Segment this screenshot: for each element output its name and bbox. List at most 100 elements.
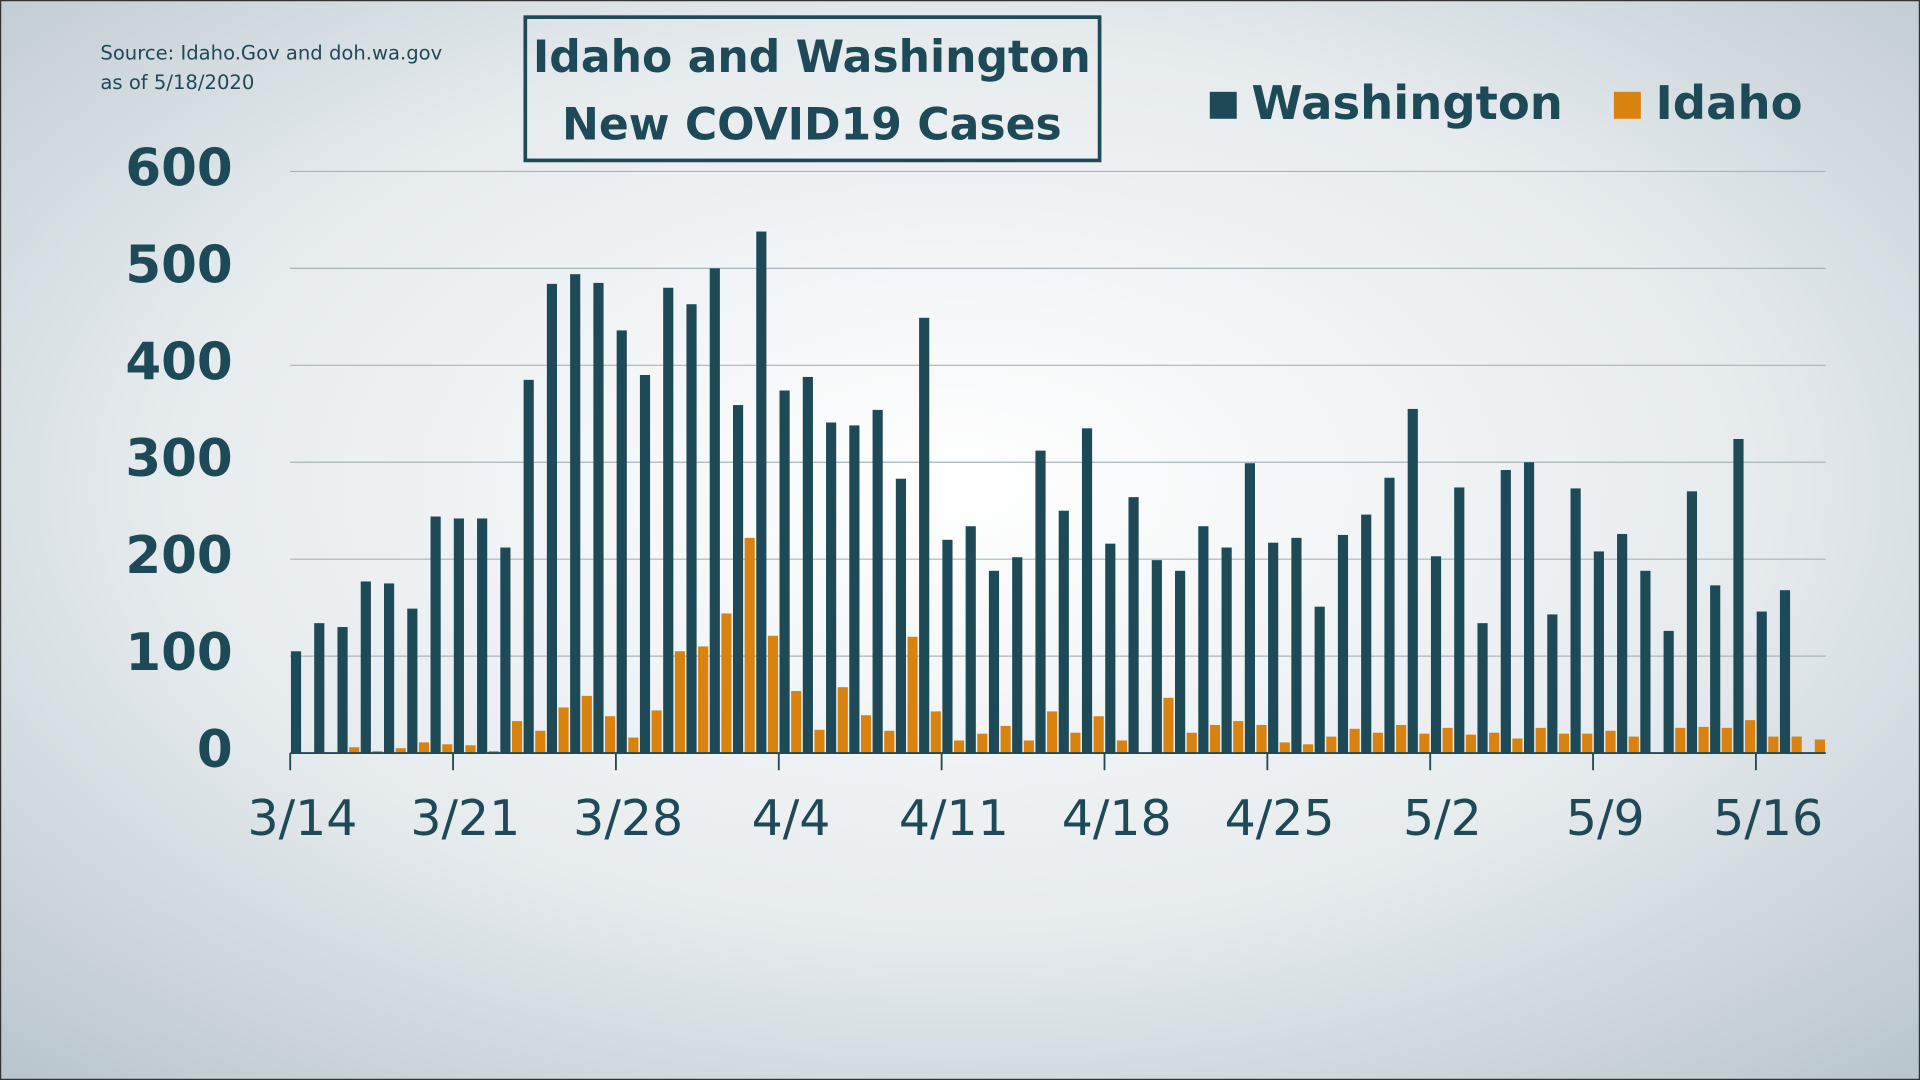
bar (453, 518, 464, 754)
bar (511, 721, 523, 754)
bar (1105, 543, 1116, 754)
bar (430, 516, 441, 754)
bar (1372, 732, 1383, 754)
bar (337, 627, 348, 754)
bar (1605, 730, 1616, 754)
bar (1302, 744, 1314, 754)
bar (1814, 739, 1825, 754)
bar (360, 581, 371, 754)
bar (1582, 733, 1593, 754)
bar (1035, 450, 1046, 754)
bar (314, 623, 325, 754)
bar (1268, 542, 1279, 754)
bar (1128, 497, 1139, 754)
bar (872, 409, 883, 754)
bar (1023, 740, 1034, 754)
y-tick-label: 400 (125, 332, 232, 392)
x-tick-label: 5/16 (1713, 790, 1823, 847)
bar (663, 287, 674, 754)
bar (698, 646, 709, 754)
bar (895, 478, 906, 754)
bar (407, 608, 418, 754)
bar (1535, 727, 1546, 754)
bar (628, 737, 639, 754)
bar (1698, 726, 1709, 754)
x-tick-label: 5/9 (1566, 790, 1645, 847)
bar (1756, 611, 1767, 754)
bar (1384, 477, 1395, 754)
bar (651, 710, 662, 754)
bar (605, 716, 616, 754)
legend-swatch (1613, 91, 1641, 119)
bar (709, 268, 720, 754)
bar (837, 687, 848, 754)
bar (732, 405, 744, 754)
chart-title: New COVID19 Cases (562, 99, 1062, 150)
bar (1779, 590, 1791, 754)
bar (1175, 570, 1186, 754)
bar (1617, 533, 1628, 754)
bar (465, 745, 476, 754)
bar (290, 651, 302, 754)
chart-title: Idaho and Washington (533, 32, 1091, 83)
y-tick-label: 500 (125, 235, 232, 295)
bar (1070, 732, 1081, 754)
y-tick-label: 0 (197, 720, 233, 780)
bar (1116, 740, 1128, 754)
bar (384, 583, 395, 754)
x-tick-label: 4/11 (899, 790, 1009, 847)
bar (1337, 534, 1349, 754)
bar (1163, 697, 1174, 754)
bar (1407, 408, 1418, 754)
bar (1721, 727, 1732, 754)
bar (1686, 491, 1698, 754)
bar (930, 711, 941, 754)
bar (581, 695, 592, 754)
bar (919, 317, 930, 754)
legend-label: Washington (1251, 76, 1563, 130)
source: as of 5/18/2020 (100, 71, 254, 94)
bar (756, 231, 767, 754)
bar (1419, 733, 1430, 754)
bar (907, 636, 918, 754)
bar (884, 730, 895, 754)
bar (1209, 724, 1221, 754)
bar (791, 691, 802, 754)
x-tick-label: 4/4 (752, 790, 831, 847)
bar (1745, 720, 1756, 754)
source: Source: Idaho.Gov and doh.wa.gov (100, 41, 442, 64)
bar (1256, 724, 1267, 754)
bar (395, 748, 406, 754)
bar (523, 379, 534, 754)
bar (1454, 487, 1465, 754)
bar (1058, 510, 1069, 754)
bar (1477, 623, 1488, 754)
bar (1186, 732, 1197, 754)
bar (1570, 488, 1581, 754)
legend-label: Idaho (1656, 76, 1803, 130)
bar (1198, 526, 1209, 754)
bar (1442, 727, 1453, 754)
bar (593, 282, 604, 754)
y-tick-label: 300 (125, 429, 232, 489)
bar (1710, 585, 1721, 754)
bar (1733, 438, 1744, 754)
bar (1233, 721, 1244, 754)
bar (1291, 537, 1302, 754)
bar (558, 707, 569, 754)
bar (686, 304, 697, 754)
bar (570, 274, 581, 754)
y-tick-label: 600 (125, 138, 232, 198)
bar (616, 330, 627, 754)
bar (1244, 463, 1255, 754)
bar (1768, 736, 1779, 754)
bar (1512, 738, 1523, 754)
bar (802, 376, 813, 754)
bar (849, 425, 860, 754)
x-tick-label: 4/18 (1062, 790, 1172, 847)
x-tick-label: 4/25 (1225, 790, 1335, 847)
bar (826, 422, 837, 754)
bar (1314, 606, 1325, 754)
